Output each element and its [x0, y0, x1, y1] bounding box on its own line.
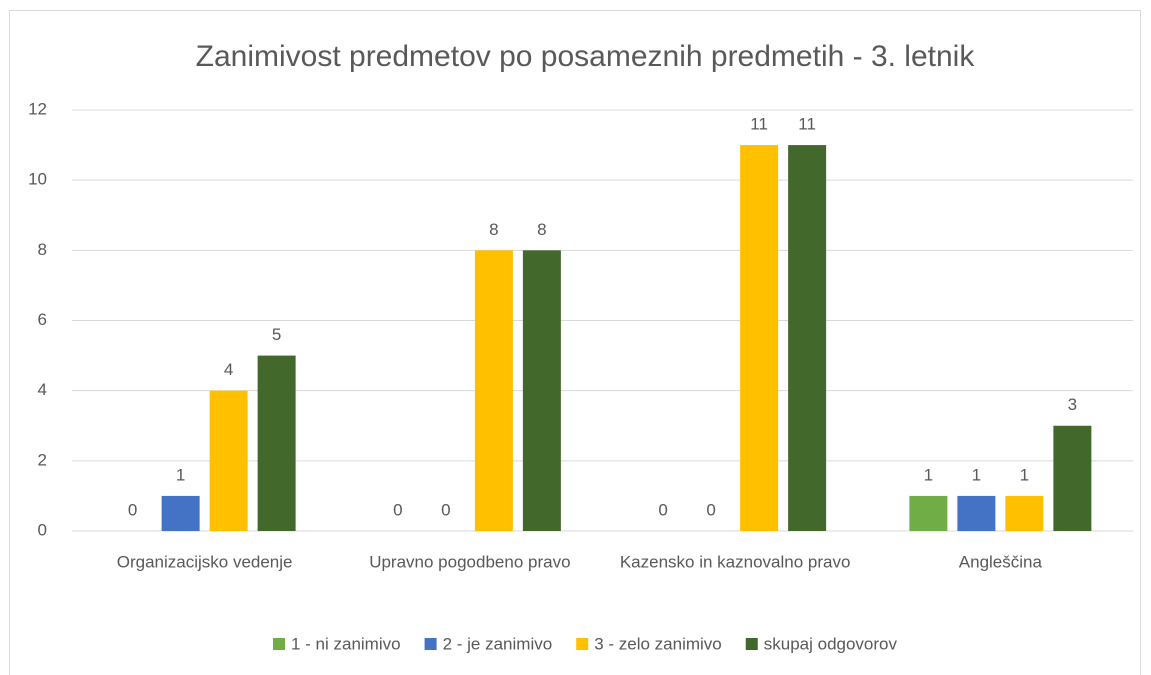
x-tick-label: Kazensko in kaznovalno pravo [620, 552, 851, 571]
y-tick-label: 0 [38, 520, 47, 539]
legend-label: 3 - zelo zanimivo [594, 634, 722, 653]
bar [740, 145, 779, 532]
chart-title: Zanimivost predmetov po posameznih predm… [196, 40, 976, 73]
x-tick-label: Upravno pogodbeno pravo [369, 552, 570, 571]
data-label: 1 [924, 465, 933, 484]
data-label: 4 [224, 360, 233, 379]
data-label: 0 [393, 500, 402, 519]
data-label: 0 [441, 500, 450, 519]
legend-swatch [745, 638, 758, 650]
y-tick-label: 2 [38, 450, 47, 469]
data-label: 0 [658, 500, 667, 519]
data-label: 11 [798, 115, 816, 134]
legend-swatch [272, 638, 285, 650]
bar [1053, 425, 1092, 531]
x-tick-label: Angleščina [959, 552, 1043, 571]
y-tick-label: 6 [38, 310, 47, 329]
data-label: 1 [972, 465, 981, 484]
bar [257, 355, 296, 531]
data-label: 0 [128, 500, 137, 519]
legend-label: 1 - ni zanimivo [291, 634, 401, 653]
bar [474, 250, 513, 532]
x-tick-label: Organizacijsko vedenje [117, 552, 293, 571]
data-label: 8 [489, 220, 498, 239]
bar [522, 250, 561, 532]
data-label: 8 [537, 220, 546, 239]
bar [161, 495, 200, 531]
chart-border [9, 10, 1141, 675]
y-tick-label: 10 [28, 170, 47, 189]
data-label: 5 [272, 325, 281, 344]
bar [909, 495, 948, 531]
data-label: 11 [750, 115, 768, 134]
bar [957, 495, 996, 531]
y-tick-label: 4 [38, 380, 47, 399]
legend-swatch [576, 638, 589, 650]
legend-label: skupaj odgovorov [764, 634, 898, 653]
data-label: 3 [1068, 395, 1077, 414]
data-label: 1 [176, 465, 185, 484]
y-tick-label: 12 [28, 99, 47, 118]
legend-label: 2 - je zanimivo [443, 634, 553, 653]
data-label: 1 [1020, 465, 1029, 484]
legend-swatch [424, 638, 437, 650]
bar [788, 145, 827, 532]
data-label: 0 [706, 500, 715, 519]
bar [209, 390, 248, 531]
bar [1005, 495, 1044, 531]
y-tick-label: 8 [38, 240, 47, 259]
